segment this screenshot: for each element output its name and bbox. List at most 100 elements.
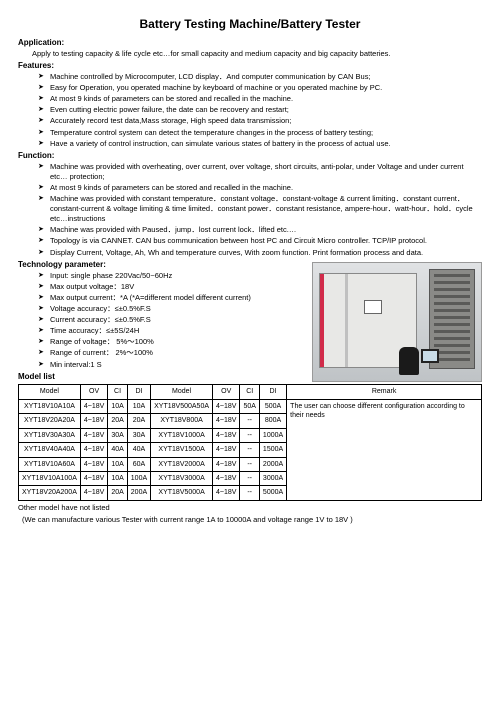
table-cell: 20A — [127, 414, 150, 428]
table-cell: 20A — [108, 414, 127, 428]
list-item: Voltage accuracy：≤±0.5%F.S — [38, 304, 298, 314]
table-cell: XYT18V2000A — [151, 457, 213, 471]
list-item: Range of voltage： 5%～100% — [38, 337, 298, 347]
list-item: Machine was provided with overheating, o… — [38, 162, 482, 182]
table-cell: 3000A — [259, 472, 286, 486]
table-cell: 40A — [108, 443, 127, 457]
table-cell: 40A — [127, 443, 150, 457]
list-item: Machine was provided with Paused．jump．lo… — [38, 225, 482, 235]
table-cell: 4~18V — [213, 414, 240, 428]
table-header: CI — [240, 385, 259, 399]
function-head: Function: — [18, 151, 482, 162]
table-header: OV — [80, 385, 107, 399]
table-row: XYT18V10A10A4~18V10A10AXYT18V500A50A4~18… — [19, 399, 482, 413]
page-title: Battery Testing Machine/Battery Tester — [18, 16, 482, 32]
model-table: ModelOVCIDIModelOVCIDIRemark XYT18V10A10… — [18, 384, 482, 501]
features-head: Features: — [18, 61, 482, 72]
table-cell: -- — [240, 472, 259, 486]
footnote-1: Other model have not listed — [18, 503, 482, 513]
table-cell: -- — [240, 443, 259, 457]
list-item: Machine controlled by Microcomputer, LCD… — [38, 72, 482, 82]
table-header: DI — [127, 385, 150, 399]
table-cell: XYT18V3000A — [151, 472, 213, 486]
remark-cell: The user can choose different configurat… — [287, 399, 482, 500]
table-header: Model — [19, 385, 81, 399]
table-cell: XYT18V10A100A — [19, 472, 81, 486]
table-cell: 20A — [108, 486, 127, 500]
table-cell: XYT18V10A10A — [19, 399, 81, 413]
table-cell: 4~18V — [80, 399, 107, 413]
table-cell: XYT18V5000A — [151, 486, 213, 500]
table-cell: 4~18V — [80, 443, 107, 457]
table-cell: -- — [240, 428, 259, 442]
table-cell: 100A — [127, 472, 150, 486]
table-cell: 5000A — [259, 486, 286, 500]
table-cell: 4~18V — [213, 443, 240, 457]
list-item: Min interval:1 S — [38, 360, 298, 370]
list-item: Max output current：*A (*A=different mode… — [38, 293, 298, 303]
table-cell: XYT18V20A20A — [19, 414, 81, 428]
table-cell: 4~18V — [80, 486, 107, 500]
table-cell: 30A — [127, 428, 150, 442]
product-photo — [312, 262, 482, 382]
list-item: Input: single phase 220Vac/50~60Hz — [38, 271, 298, 281]
table-header: Model — [151, 385, 213, 399]
table-cell: 4~18V — [213, 486, 240, 500]
list-item: Have a variety of control instruction, c… — [38, 139, 482, 149]
list-item: Display Current, Voltage, Ah, Wh and tem… — [38, 248, 482, 258]
table-cell: XYT18V10A60A — [19, 457, 81, 471]
table-cell: 1500A — [259, 443, 286, 457]
table-cell: 4~18V — [213, 457, 240, 471]
table-cell: 4~18V — [80, 472, 107, 486]
table-cell: 4~18V — [80, 457, 107, 471]
table-cell: 1000A — [259, 428, 286, 442]
table-cell: 500A — [259, 399, 286, 413]
table-cell: 10A — [108, 399, 127, 413]
table-cell: XYT18V1000A — [151, 428, 213, 442]
table-cell: 4~18V — [213, 472, 240, 486]
table-cell: -- — [240, 486, 259, 500]
list-item: Temperature control system can detect th… — [38, 128, 482, 138]
table-cell: 4~18V — [213, 399, 240, 413]
application-head: Application: — [18, 38, 482, 49]
list-item: Max output voltage：18V — [38, 282, 298, 292]
list-item: Time accuracy：≤±5S/24H — [38, 326, 298, 336]
list-item: Current accuracy：≤±0.5%F.S — [38, 315, 298, 325]
table-cell: XYT18V500A50A — [151, 399, 213, 413]
application-text: Apply to testing capacity & life cycle e… — [18, 49, 482, 59]
table-cell: 50A — [240, 399, 259, 413]
features-list: Machine controlled by Microcomputer, LCD… — [18, 72, 482, 149]
table-cell: 30A — [108, 428, 127, 442]
table-header: OV — [213, 385, 240, 399]
table-header: DI — [259, 385, 286, 399]
table-cell: 4~18V — [80, 428, 107, 442]
list-item: At most 9 kinds of parameters can be sto… — [38, 183, 482, 193]
table-cell: XYT18V40A40A — [19, 443, 81, 457]
table-cell: XYT18V20A200A — [19, 486, 81, 500]
table-header: Remark — [287, 385, 482, 399]
list-item: Machine was provided with constant tempe… — [38, 194, 482, 224]
table-cell: 10A — [108, 457, 127, 471]
table-cell: 4~18V — [213, 428, 240, 442]
list-item: Easy for Operation, you operated machine… — [38, 83, 482, 93]
techparam-list: Input: single phase 220Vac/50~60HzMax ou… — [18, 271, 298, 370]
table-cell: 60A — [127, 457, 150, 471]
table-cell: 4~18V — [80, 414, 107, 428]
table-cell: 200A — [127, 486, 150, 500]
function-list: Machine was provided with overheating, o… — [18, 162, 482, 258]
list-item: Topology is via CANNET. CAN bus communic… — [38, 236, 482, 246]
table-cell: XYT18V1500A — [151, 443, 213, 457]
table-cell: -- — [240, 457, 259, 471]
table-cell: 10A — [127, 399, 150, 413]
table-cell: -- — [240, 414, 259, 428]
table-cell: XYT18V800A — [151, 414, 213, 428]
list-item: At most 9 kinds of parameters can be sto… — [38, 94, 482, 104]
table-cell: 10A — [108, 472, 127, 486]
footnote-2: (We can manufacture various Tester with … — [18, 515, 482, 525]
list-item: Accurately record test data,Mass storage… — [38, 116, 482, 126]
table-cell: 800A — [259, 414, 286, 428]
list-item: Even cutting electric power failure, the… — [38, 105, 482, 115]
list-item: Range of current： 2%～100% — [38, 348, 298, 358]
table-cell: XYT18V30A30A — [19, 428, 81, 442]
table-header: CI — [108, 385, 127, 399]
